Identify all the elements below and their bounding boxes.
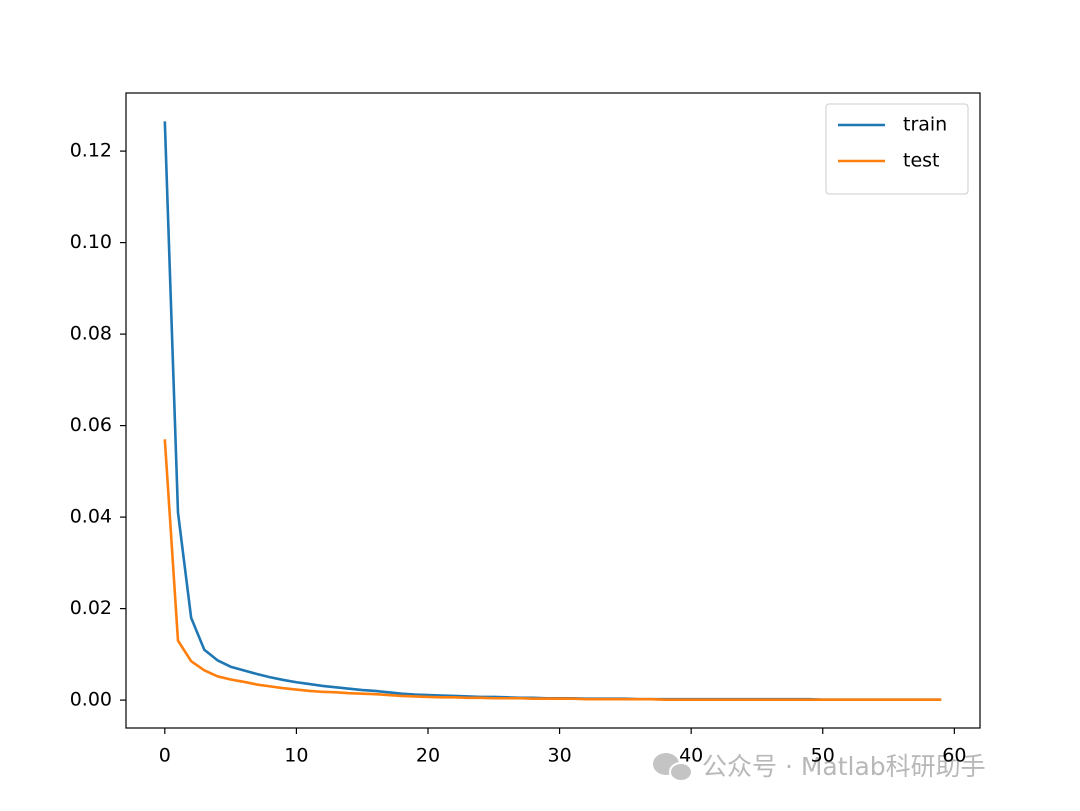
axes-frame xyxy=(125,92,981,729)
line-test xyxy=(163,439,942,701)
x-tick-label: 0 xyxy=(159,745,171,767)
legend-box xyxy=(825,103,969,195)
x-tick-label: 20 xyxy=(416,745,440,767)
y-tick-label: 0.12 xyxy=(70,140,112,162)
y-tick-label: 0.10 xyxy=(70,231,112,253)
legend-label: train xyxy=(903,114,947,136)
y-tick-label: 0.08 xyxy=(70,323,112,345)
x-tick-label: 10 xyxy=(284,745,308,767)
legend: train test xyxy=(825,103,969,195)
y-tick-label: 0.02 xyxy=(70,597,112,619)
watermark: 公众号 · Matlab科研助手 xyxy=(702,752,986,781)
watermark-icon xyxy=(653,753,693,782)
y-tick-label: 0.04 xyxy=(70,506,112,528)
y-tick-label: 0.06 xyxy=(70,414,112,436)
legend-label: test xyxy=(903,150,940,172)
x-tick-label: 30 xyxy=(547,745,571,767)
x-tick-label: 60 xyxy=(942,745,966,767)
x-tick-label: 50 xyxy=(811,745,835,767)
x-tick-label: 40 xyxy=(679,745,703,767)
plot-area xyxy=(126,93,980,728)
y-tick-label: 0.00 xyxy=(70,689,112,711)
